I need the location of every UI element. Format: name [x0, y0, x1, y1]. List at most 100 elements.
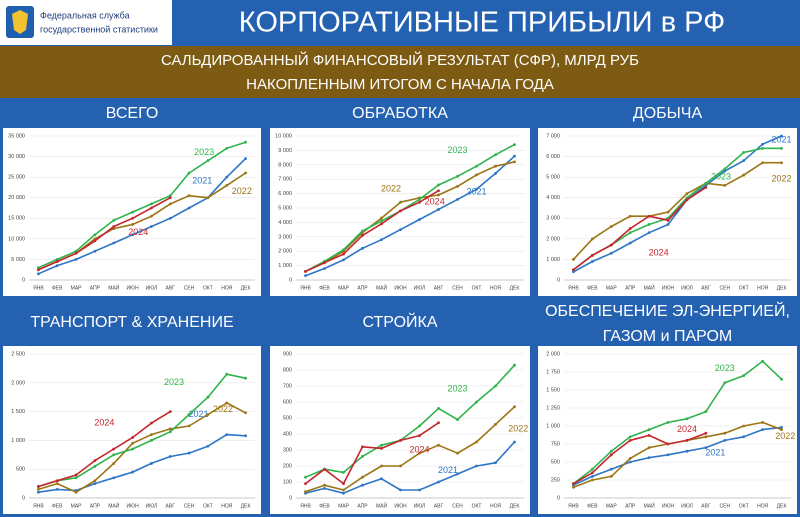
series-line [305, 422, 439, 485]
point-marker [494, 153, 497, 157]
point-marker [55, 479, 59, 483]
x-tick-label: ФЕВ [319, 503, 330, 509]
point-marker [37, 272, 40, 276]
x-tick-label: ДЕК [777, 503, 787, 509]
series-line [305, 161, 515, 273]
y-tick-label: 5 000 [278, 205, 292, 211]
point-marker [380, 216, 383, 220]
point-marker [628, 460, 632, 464]
x-tick-label: ИЮЛ [681, 285, 693, 291]
x-tick-label: ИЮЛ [146, 285, 158, 291]
y-tick-label: 1 500 [11, 409, 25, 415]
x-tick-label: ОКТ [739, 503, 749, 509]
point-marker [572, 270, 575, 274]
x-tick-label: ЯНВ [300, 285, 311, 291]
x-tick-label: НОЯ [221, 503, 232, 509]
point-marker [647, 214, 651, 218]
point-marker [168, 202, 172, 206]
series-label: 2024 [94, 417, 114, 427]
point-marker [74, 473, 78, 477]
point-marker [513, 440, 516, 444]
point-marker [37, 487, 40, 491]
x-tick-label: СЕН [720, 285, 731, 291]
point-marker [742, 173, 746, 177]
point-marker [761, 421, 765, 424]
point-marker [93, 239, 97, 243]
x-tick-label: ДЕК [510, 285, 520, 291]
x-tick-label: ФЕВ [52, 285, 63, 291]
point-marker [628, 241, 632, 245]
point-marker [206, 413, 210, 416]
x-tick-label: СЕН [184, 503, 195, 509]
point-marker [780, 161, 783, 165]
y-tick-label: 10 000 [275, 133, 292, 139]
point-marker [475, 464, 478, 468]
x-tick-label: АПР [357, 285, 368, 291]
y-tick-label: 500 [283, 415, 292, 421]
point-marker [513, 143, 516, 147]
series-line [305, 441, 516, 494]
panel-title: ОБРАБОТКА [352, 105, 448, 122]
point-marker [380, 222, 383, 226]
main-title: КОРПОРАТИВНЫЕ ПРИБЫЛИ в РФ [239, 7, 725, 39]
point-marker [225, 372, 229, 376]
point-marker [225, 146, 229, 150]
point-marker [399, 209, 402, 213]
point-marker [628, 439, 632, 442]
series-line [305, 406, 516, 493]
point-marker [609, 453, 613, 457]
y-tick-label: 1 000 [278, 263, 292, 269]
point-marker [742, 159, 746, 163]
point-marker [225, 401, 229, 405]
point-marker [761, 428, 765, 431]
point-marker [513, 154, 516, 158]
x-tick-label: ФЕВ [52, 503, 63, 509]
point-marker [380, 464, 383, 468]
x-tick-label: НОЯ [757, 503, 768, 509]
point-marker [513, 160, 516, 164]
x-tick-label: МАР [71, 285, 83, 291]
point-marker [437, 189, 440, 193]
y-tick-label: 2 000 [11, 380, 25, 386]
subtitle: НАКОПЛЕННЫМ ИТОГОМ С НАЧАЛА ГОДА [246, 76, 554, 93]
point-marker [323, 483, 326, 487]
point-marker [380, 238, 383, 242]
point-marker [780, 377, 783, 381]
point-marker [361, 233, 364, 237]
point-marker [323, 467, 326, 471]
point-marker [168, 196, 172, 200]
y-tick-label: 7 000 [546, 133, 560, 139]
point-marker [131, 223, 134, 226]
x-tick-label: ИЮН [126, 503, 139, 509]
point-marker [456, 472, 459, 476]
x-tick-label: ИЮЛ [681, 503, 693, 509]
point-marker [206, 196, 210, 200]
x-tick-label: ДЕК [510, 503, 520, 509]
y-tick-label: 15 000 [8, 216, 25, 222]
point-marker [150, 206, 153, 210]
point-marker [74, 476, 78, 480]
y-tick-label: 2 000 [278, 249, 292, 255]
point-marker [74, 490, 78, 494]
series-label: 2023 [447, 384, 467, 394]
point-marker [418, 434, 421, 437]
point-marker [494, 384, 497, 388]
point-marker [418, 197, 421, 201]
point-marker [704, 410, 708, 413]
x-tick-label: ОКТ [203, 285, 213, 291]
y-tick-label: 0 [557, 495, 560, 501]
point-marker [168, 216, 172, 220]
point-marker [112, 462, 116, 465]
point-marker [418, 488, 421, 492]
point-marker [780, 426, 783, 429]
point-marker [609, 449, 613, 453]
point-marker [225, 175, 229, 179]
point-marker [55, 264, 59, 267]
series-label: 2021 [438, 465, 458, 475]
point-marker [456, 418, 459, 421]
point-marker [590, 475, 594, 478]
series-label: 2021 [192, 176, 212, 186]
y-tick-label: 1 500 [546, 387, 560, 393]
series-label: 2024 [677, 424, 697, 434]
